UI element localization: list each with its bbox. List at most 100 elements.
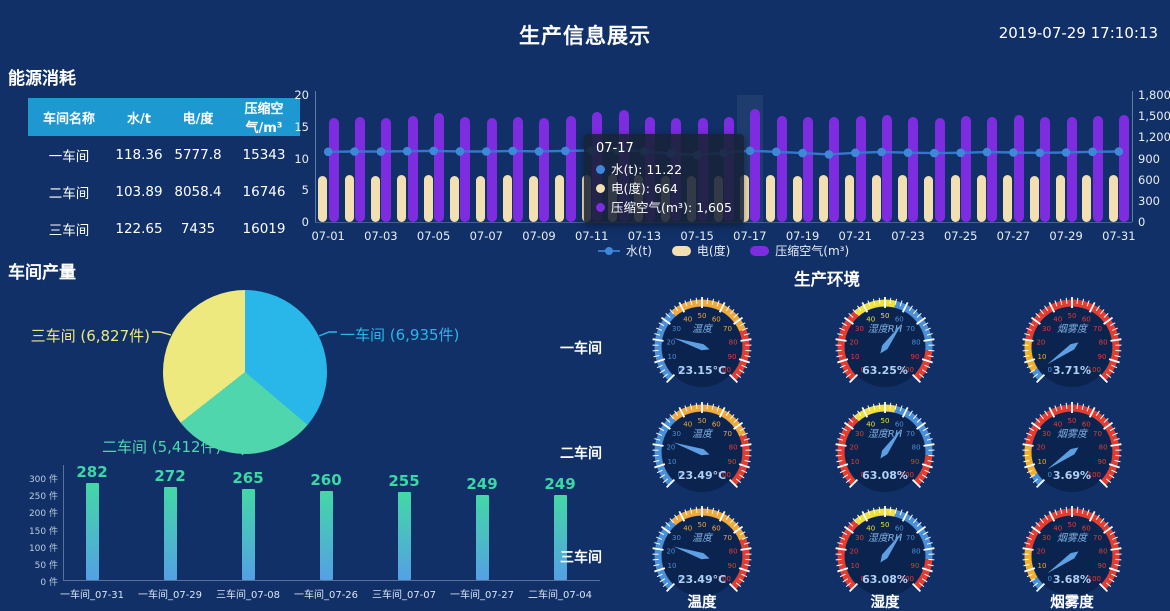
- gauge-tick: [716, 509, 720, 516]
- gauge-tick: [711, 298, 715, 305]
- gauge-tick: [659, 369, 666, 374]
- legend-item[interactable]: 电(度): [671, 242, 730, 259]
- right-axis-tick: 1,500: [1138, 109, 1170, 124]
- electric-bar[interactable]: [1082, 175, 1092, 222]
- air-bar[interactable]: [486, 118, 497, 222]
- electric-bar[interactable]: [818, 175, 828, 222]
- electric-bar[interactable]: [766, 175, 776, 222]
- air-bar[interactable]: [1092, 116, 1103, 222]
- legend-item[interactable]: 水(t): [597, 242, 652, 259]
- legend-item[interactable]: 压缩空气(m³): [750, 242, 849, 259]
- air-bar[interactable]: [1040, 117, 1051, 222]
- tooltip-marker: [596, 184, 605, 193]
- electric-bar[interactable]: [555, 175, 565, 222]
- electric-bar[interactable]: [898, 175, 907, 222]
- electric-bar[interactable]: [318, 175, 328, 222]
- gauge-scale-number: 50: [881, 417, 890, 425]
- electric-bar[interactable]: [739, 175, 749, 222]
- gauge-tick: [1039, 309, 1045, 315]
- electric-bar[interactable]: [1003, 174, 1013, 222]
- gauge-tick: [908, 305, 913, 312]
- electric-bar[interactable]: [1108, 174, 1118, 222]
- air-bar[interactable]: [539, 117, 550, 222]
- output-bar[interactable]: [85, 483, 99, 580]
- gauge-tick: [716, 300, 720, 307]
- electric-bar[interactable]: [476, 175, 486, 222]
- energy-table-cell: 5777.8: [174, 146, 222, 163]
- electric-bar[interactable]: [924, 175, 934, 222]
- gauge-tick: [1032, 373, 1039, 378]
- electric-bar[interactable]: [871, 174, 881, 222]
- electric-bar[interactable]: [950, 175, 960, 222]
- air-bar[interactable]: [381, 117, 392, 222]
- air-bar[interactable]: [987, 116, 998, 222]
- air-bar[interactable]: [1066, 116, 1077, 222]
- electric-bar[interactable]: [977, 175, 987, 222]
- gauge-tick: [725, 410, 730, 417]
- electric-bar[interactable]: [502, 175, 512, 222]
- electric-bar[interactable]: [1056, 175, 1066, 222]
- gauge-tick: [1110, 443, 1122, 447]
- electric-bar[interactable]: [792, 175, 802, 222]
- air-bar[interactable]: [802, 117, 813, 222]
- air-bar[interactable]: [855, 116, 866, 222]
- electric-bar[interactable]: [397, 175, 407, 222]
- air-bar[interactable]: [1013, 115, 1024, 222]
- gauge-scale-number: 70: [723, 325, 732, 333]
- electric-bar[interactable]: [1029, 175, 1039, 222]
- air-bar[interactable]: [776, 116, 787, 222]
- gauge-tick: [1044, 410, 1049, 417]
- gauge-scale-number: 10: [668, 458, 677, 466]
- air-bar[interactable]: [407, 116, 418, 222]
- pie-disc[interactable]: [163, 290, 327, 454]
- output-bar[interactable]: [397, 492, 411, 580]
- electric-bar[interactable]: [529, 176, 539, 222]
- air-bar[interactable]: [829, 116, 840, 222]
- air-bar[interactable]: [354, 116, 365, 222]
- gauge-tick: [1103, 522, 1109, 527]
- air-bar[interactable]: [460, 117, 471, 222]
- gauge-tick: [916, 522, 922, 527]
- air-bar[interactable]: [882, 115, 893, 222]
- air-bar[interactable]: [565, 115, 576, 222]
- air-bar[interactable]: [328, 118, 339, 222]
- air-bar[interactable]: [1119, 114, 1130, 222]
- gauge-tick: [662, 478, 669, 483]
- air-bar[interactable]: [934, 117, 945, 222]
- electric-bar[interactable]: [344, 175, 354, 222]
- gauge-tick: [922, 427, 929, 432]
- gauge-scale-number: 20: [666, 548, 675, 556]
- air-bar[interactable]: [513, 116, 524, 222]
- air-bar[interactable]: [908, 116, 919, 222]
- gauge-scale-number: 40: [683, 315, 692, 323]
- gauge-needle: [880, 531, 903, 563]
- electric-bar[interactable]: [449, 175, 459, 222]
- gauge-tick: [1026, 536, 1032, 540]
- air-bar[interactable]: [961, 116, 972, 222]
- gauge-tick: [924, 573, 931, 578]
- gauge-tick: [908, 514, 913, 521]
- output-bar[interactable]: [553, 494, 567, 580]
- air-bar[interactable]: [750, 108, 761, 222]
- output-bar[interactable]: [319, 490, 333, 580]
- chart-legend[interactable]: 水(t) 电(度) 压缩空气(m³): [315, 242, 1132, 259]
- electric-bar[interactable]: [845, 175, 855, 222]
- electric-bar[interactable]: [423, 174, 433, 222]
- air-bar[interactable]: [434, 112, 445, 222]
- output-bar[interactable]: [163, 486, 177, 580]
- electric-bar[interactable]: [370, 175, 380, 222]
- output-bar[interactable]: [475, 494, 489, 580]
- output-bar[interactable]: [241, 489, 255, 580]
